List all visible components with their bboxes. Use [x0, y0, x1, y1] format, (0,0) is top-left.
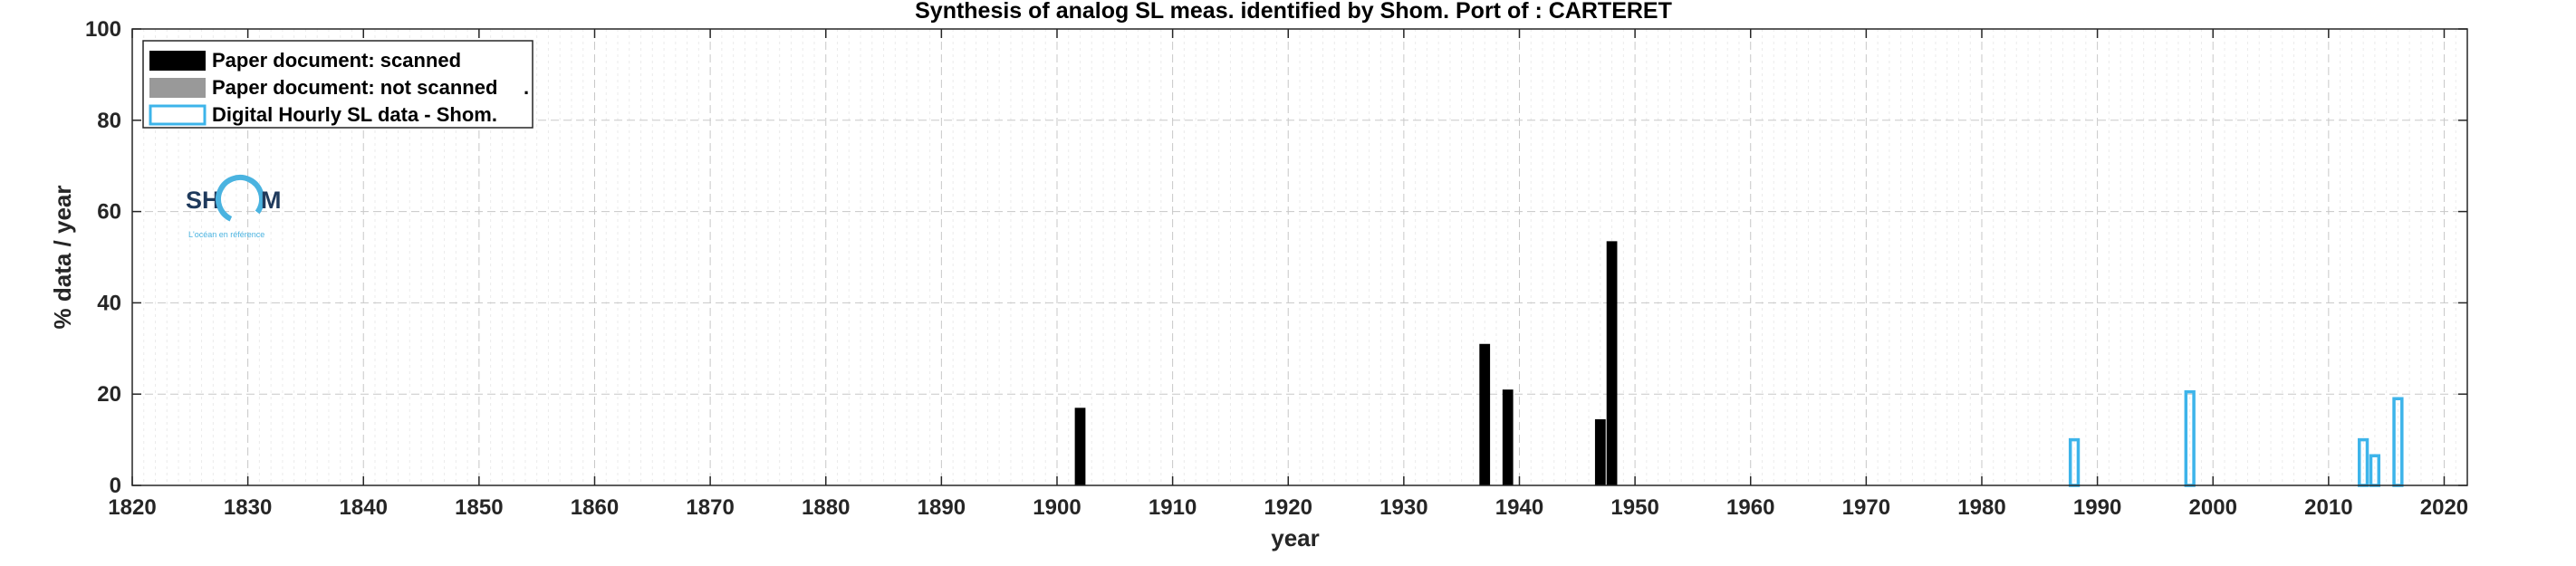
x-tick-label: 1910 [1149, 495, 1197, 520]
x-tick-label: 1870 [686, 495, 734, 520]
y-tick-label: 80 [97, 109, 121, 133]
x-tick-label: 1890 [918, 495, 966, 520]
y-tick-label: 40 [97, 291, 121, 315]
legend-label-not-scanned-suffix: . [524, 76, 529, 99]
x-tick-label: 1900 [1033, 495, 1081, 520]
y-tick-label: 60 [97, 200, 121, 225]
logo-tagline: L'océan en référence [188, 230, 264, 239]
legend: Paper document: scanned Paper document: … [142, 40, 533, 129]
x-axis-label: year [1271, 524, 1320, 552]
x-tick-label: 1820 [108, 495, 156, 520]
bar-scanned [1479, 343, 1491, 485]
legend-swatch-scanned [149, 51, 206, 71]
bar-scanned [1502, 389, 1514, 485]
y-tick-label: 20 [97, 382, 121, 407]
x-tick-label: 1930 [1379, 495, 1427, 520]
legend-swatch-not-scanned [149, 78, 206, 98]
x-tick-label: 1860 [571, 495, 619, 520]
x-tick-label: 2010 [2304, 495, 2352, 520]
x-tick-label: 1970 [1842, 495, 1890, 520]
shom-logo: SH M L'océan en référence [186, 175, 282, 239]
logo-ring-icon [216, 175, 264, 224]
x-tick-labels: 1820 1830 1840 1850 1860 1870 1880 1890 1900 1910… [108, 495, 2468, 520]
legend-swatch-digital [149, 104, 207, 126]
plot-frame [131, 28, 2468, 486]
legend-label-not-scanned: Paper document: not scanned [212, 76, 497, 99]
ticks [131, 28, 2467, 486]
y-tick-labels: 0 20 40 60 80 100 [85, 17, 121, 498]
x-tick-label: 1960 [1726, 495, 1774, 520]
x-tick-label: 2020 [2420, 495, 2468, 520]
legend-box [142, 40, 533, 129]
x-tick-label: 1840 [340, 495, 388, 520]
x-tick-label: 1940 [1495, 495, 1543, 520]
bar-scanned [1594, 418, 1606, 485]
x-tick-label: 1990 [2073, 495, 2121, 520]
y-tick-label: 100 [85, 17, 121, 42]
y-axis-label: % data / year [49, 186, 76, 330]
x-tick-label: 1830 [224, 495, 272, 520]
x-tick-label: 1980 [1957, 495, 2005, 520]
logo-text-right: M [261, 187, 282, 214]
x-tick-label: 2000 [2189, 495, 2237, 520]
x-tick-label: 1950 [1610, 495, 1658, 520]
bar-scanned [1606, 241, 1618, 485]
grid [132, 29, 2468, 485]
x-tick-label: 1850 [455, 495, 503, 520]
legend-label-digital: Digital Hourly SL data - Shom. [212, 103, 497, 126]
bar-scanned [1074, 408, 1086, 485]
x-tick-label: 1880 [802, 495, 850, 520]
x-tick-label: 1920 [1264, 495, 1312, 520]
y-tick-label: 0 [110, 474, 121, 498]
logo-text-left: SH [186, 187, 220, 214]
chart-title: Synthesis of analog SL meas. identified … [915, 0, 1672, 24]
legend-label-scanned: Paper document: scanned [212, 49, 461, 72]
